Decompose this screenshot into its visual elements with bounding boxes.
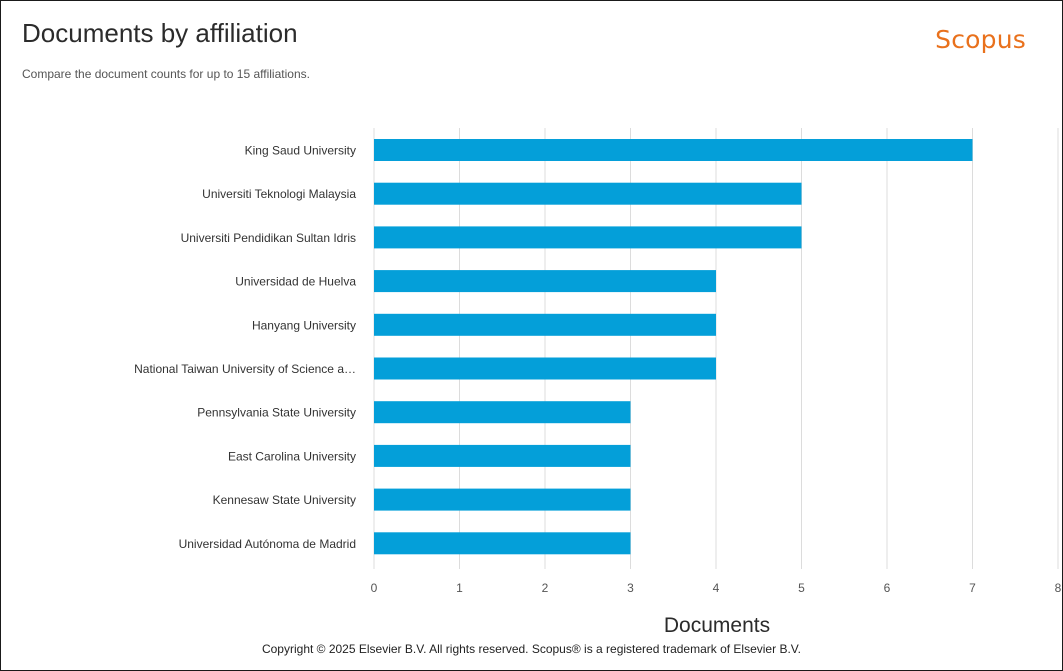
x-axis-title: Documents [664, 614, 770, 637]
category-label: Universiti Pendidikan Sultan Idris [181, 231, 356, 245]
bar[interactable] [374, 182, 802, 205]
category-label: Kennesaw State University [213, 493, 356, 507]
x-tick-label: 1 [456, 581, 463, 595]
category-label: Pennsylvania State University [197, 406, 356, 420]
bar[interactable] [374, 357, 716, 380]
x-tick-label: 0 [371, 581, 378, 595]
x-tick-label: 7 [969, 581, 976, 595]
bar[interactable] [374, 313, 716, 336]
x-tick-label: 5 [798, 581, 805, 595]
bar[interactable] [374, 532, 631, 555]
bars [374, 139, 973, 555]
category-label: Hanyang University [252, 318, 356, 332]
x-tick-label: 3 [627, 581, 634, 595]
category-label: East Carolina University [228, 449, 356, 463]
bar[interactable] [374, 226, 802, 249]
copyright-notice: Copyright © 2025 Elsevier B.V. All right… [261, 642, 802, 656]
category-label: Universidad Autónoma de Madrid [179, 537, 356, 551]
category-label: Universidad de Huelva [235, 275, 356, 289]
category-label: Universiti Teknologi Malaysia [202, 187, 356, 201]
category-labels: King Saud University Universiti Teknologi… [134, 144, 356, 551]
x-tick-label: 4 [713, 581, 720, 595]
x-tick-label: 6 [884, 581, 891, 595]
x-tick-label: 2 [542, 581, 549, 595]
bar[interactable] [374, 270, 716, 293]
chart-subtitle: Compare the document counts for up to 15… [22, 67, 310, 81]
bar[interactable] [374, 488, 631, 511]
bar[interactable] [374, 401, 631, 424]
bar[interactable] [374, 139, 973, 161]
bar[interactable] [374, 444, 631, 467]
scopus-logo[interactable]: Scopus [935, 25, 1026, 54]
category-label: National Taiwan University of Science a… [134, 362, 356, 376]
x-axis-ticks: 0 1 2 3 4 5 6 7 8 [371, 581, 1062, 595]
chart-title: Documents by affiliation [22, 18, 298, 48]
x-tick-label: 8 [1055, 581, 1062, 595]
category-label: King Saud University [245, 144, 356, 158]
